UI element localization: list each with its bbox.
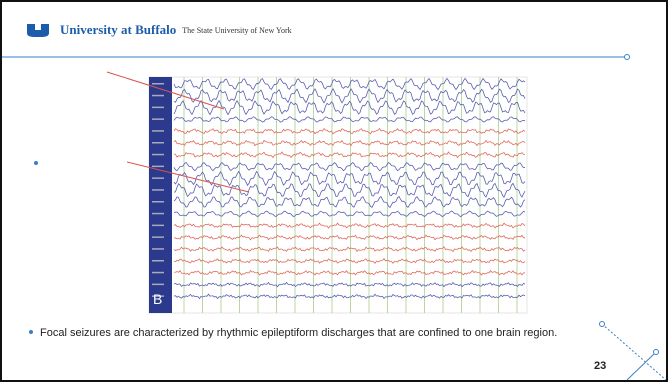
channel-tick bbox=[152, 284, 164, 286]
deco-dot bbox=[600, 322, 605, 327]
channel-tick bbox=[152, 213, 164, 215]
channel-strip bbox=[149, 77, 172, 313]
channel-tick bbox=[152, 83, 164, 85]
empty-bullet bbox=[34, 161, 38, 165]
channel-tick bbox=[152, 107, 164, 109]
slide: B University at Buffalo The State Univer… bbox=[0, 0, 668, 382]
channel-tick bbox=[152, 118, 164, 120]
bullet: Focal seizures are characterized by rhyt… bbox=[40, 324, 600, 342]
channel-tick bbox=[152, 201, 164, 203]
channel-tick bbox=[152, 248, 164, 250]
logo: University at Buffalo The State Universi… bbox=[26, 22, 292, 38]
channel-tick bbox=[152, 225, 164, 227]
channel-tick bbox=[152, 166, 164, 168]
channel-tick bbox=[152, 177, 164, 179]
logo-name: University at Buffalo bbox=[60, 22, 176, 38]
figure-label: B bbox=[153, 291, 162, 307]
deco-dot bbox=[654, 350, 659, 355]
deco-line bbox=[627, 354, 654, 380]
channel-tick bbox=[152, 236, 164, 238]
channel-tick bbox=[152, 189, 164, 191]
channel-tick bbox=[152, 95, 164, 97]
channel-tick bbox=[152, 272, 164, 274]
header-dot bbox=[625, 55, 630, 60]
logo-subtitle: The State University of New York bbox=[182, 26, 291, 35]
channel-tick bbox=[152, 130, 164, 132]
logo-mark bbox=[26, 22, 54, 38]
page-number: 23 bbox=[594, 360, 606, 372]
channel-tick bbox=[152, 260, 164, 262]
channel-tick bbox=[152, 154, 164, 156]
channel-tick bbox=[152, 142, 164, 144]
